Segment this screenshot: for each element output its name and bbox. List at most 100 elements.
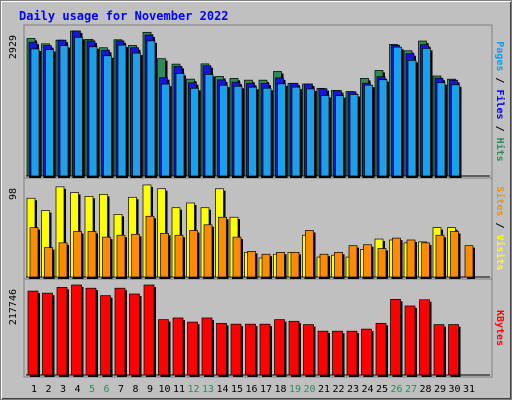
- day-label: 5: [89, 384, 95, 395]
- sites-bar: [102, 236, 111, 278]
- sites-bar: [450, 231, 459, 278]
- kbytes-bar: [419, 299, 430, 376]
- day-label: 31: [463, 384, 475, 395]
- sites-bar: [421, 242, 430, 278]
- day-label: 3: [60, 384, 66, 395]
- day-label: 17: [260, 384, 272, 395]
- day-label: 11: [173, 384, 185, 395]
- kbytes-bar: [114, 287, 126, 376]
- sites-bar: [247, 251, 256, 278]
- hits-files-pages-axis-label: Pages / Files / Hits: [494, 41, 506, 161]
- sites-visits-axis-label: Sites / Visits: [494, 186, 506, 270]
- pages-bar: [378, 79, 388, 177]
- pages-bar: [451, 84, 460, 177]
- day-label: 21: [318, 384, 330, 395]
- sites-bar: [435, 234, 445, 278]
- pages-bar: [30, 48, 40, 177]
- day-label: 27: [405, 384, 417, 395]
- hits-files-pages-axis-label-part: Hits: [494, 138, 506, 162]
- sites-bar: [348, 245, 358, 278]
- day-label: 16: [245, 384, 257, 395]
- kbytes-bar: [259, 323, 271, 376]
- pages-bar: [175, 73, 185, 177]
- kbytes-bar: [346, 330, 358, 376]
- kbytes-bar: [143, 284, 155, 376]
- hits-files-pages-axis-label-part: Pages: [494, 41, 505, 71]
- kbytes-bar: [245, 323, 256, 376]
- sites-bar: [232, 236, 242, 278]
- sites-bar: [363, 244, 372, 278]
- day-label: 12: [187, 384, 199, 395]
- hits-files-pages-axis-label-separator: /: [494, 71, 505, 89]
- day-label: 7: [118, 384, 124, 395]
- day-label: 19: [289, 384, 301, 395]
- kbytes-bar: [158, 319, 169, 376]
- kbytes-bar: [85, 287, 97, 376]
- day-label: 13: [202, 384, 214, 395]
- sites-bar: [203, 224, 213, 278]
- kbytes-bar: [332, 330, 343, 376]
- sites-visits-axis-label-part: Sites: [494, 186, 506, 216]
- kbytes-bar: [361, 328, 372, 376]
- hits-files-pages-axis-label-part: Files: [494, 89, 506, 119]
- kbytes-bar: [390, 299, 401, 376]
- pages-bar: [306, 88, 315, 177]
- kbytes-bar: [375, 322, 387, 376]
- kbytes-bar: [303, 324, 314, 376]
- day-label: 14: [216, 384, 228, 395]
- pages-bar: [248, 86, 257, 177]
- sites-bar: [276, 251, 285, 278]
- kbytes-bar: [129, 293, 140, 376]
- kbytes-bar: [433, 324, 445, 376]
- day-label: 2: [45, 384, 51, 395]
- kbytes-bar: [201, 317, 213, 376]
- pages-bar: [422, 48, 431, 177]
- pages-bar: [74, 36, 83, 177]
- pages-bar: [132, 52, 141, 177]
- day-label: 29: [434, 384, 446, 395]
- pages-bar: [291, 86, 301, 177]
- day-label: 24: [361, 384, 373, 395]
- kbytes-bar: [317, 330, 329, 376]
- sites-bar: [377, 248, 387, 278]
- y-max-label: 217746: [8, 289, 19, 325]
- sites-bar: [73, 231, 82, 278]
- y-max-label: 2929: [8, 35, 19, 59]
- sites-bar: [131, 233, 140, 278]
- pages-bar: [204, 74, 214, 177]
- kbytes-bar: [274, 319, 285, 376]
- sites-bar: [189, 230, 198, 278]
- kbytes-axis-label-part: KBytes: [494, 310, 505, 346]
- kbytes-bar: [448, 324, 459, 376]
- sites-bar: [174, 234, 184, 278]
- pages-bar: [320, 95, 330, 177]
- day-label: 23: [347, 384, 359, 395]
- day-label: 9: [147, 384, 153, 395]
- sites-visits-axis-label-part: Visits: [494, 235, 506, 271]
- sites-bar: [319, 253, 329, 278]
- day-label: 8: [132, 384, 138, 395]
- pages-bar: [436, 82, 446, 177]
- sites-bar: [29, 227, 39, 278]
- pages-bar: [161, 83, 170, 177]
- day-label: 22: [332, 384, 344, 395]
- sites-bar: [392, 237, 401, 278]
- sites-visits-axis-label-separator: /: [494, 216, 505, 234]
- kbytes-bar: [71, 284, 82, 376]
- day-label: 1: [31, 384, 37, 395]
- day-label: 6: [103, 384, 109, 395]
- day-label: 28: [419, 384, 431, 395]
- kbytes-bar: [172, 317, 184, 376]
- pages-bar: [59, 45, 69, 177]
- pages-bar: [117, 44, 127, 177]
- pages-bar: [407, 60, 417, 177]
- pages-bar: [393, 46, 402, 177]
- pages-bar: [277, 83, 286, 177]
- sites-bar: [145, 215, 155, 278]
- day-label: 4: [74, 384, 80, 395]
- day-label: 30: [448, 384, 460, 395]
- sites-bar: [44, 247, 53, 278]
- day-label: 26: [390, 384, 402, 395]
- sites-bar: [58, 242, 68, 278]
